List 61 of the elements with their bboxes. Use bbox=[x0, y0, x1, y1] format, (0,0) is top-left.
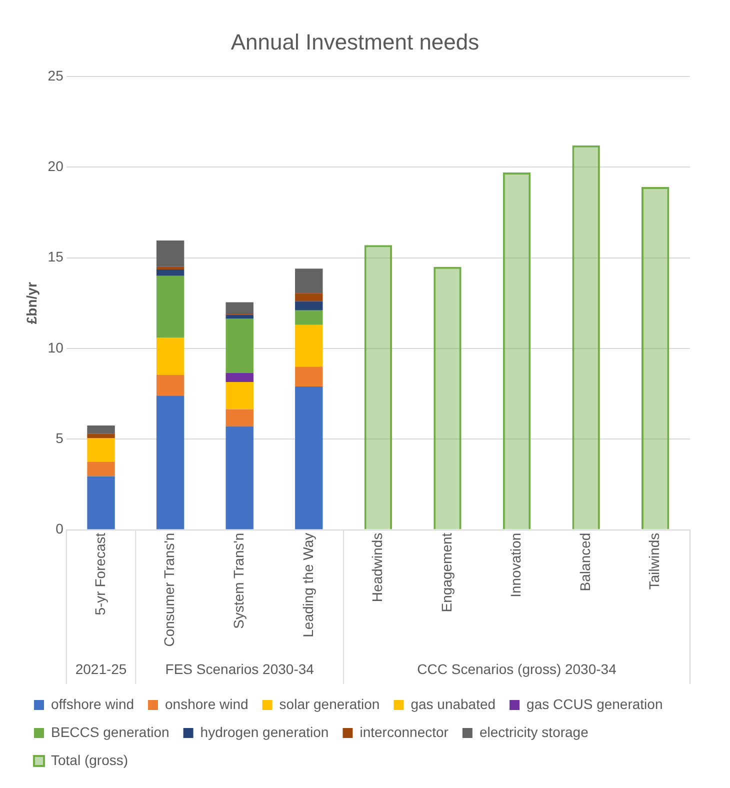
chart-title: Annual Investment needs bbox=[230, 29, 480, 54]
legend-label: electricity storage bbox=[479, 724, 589, 740]
bar bbox=[156, 338, 184, 375]
bar bbox=[226, 409, 254, 426]
text: FES Scenarios 2030-34 bbox=[165, 660, 314, 677]
x-tick-label: Engagement bbox=[438, 532, 454, 612]
x-tick-label: Innovation bbox=[508, 532, 524, 598]
bar bbox=[156, 374, 184, 396]
bar bbox=[434, 266, 462, 530]
bar bbox=[295, 293, 323, 302]
bar bbox=[226, 382, 254, 410]
bar bbox=[226, 314, 254, 319]
bar bbox=[226, 426, 254, 530]
bar bbox=[295, 310, 323, 325]
bar bbox=[295, 301, 323, 310]
bar bbox=[364, 245, 392, 530]
bar bbox=[156, 276, 184, 338]
x-tick-label: 5-yr Forecast bbox=[92, 532, 108, 616]
y-tick-label: 10 bbox=[48, 339, 64, 356]
bar bbox=[502, 172, 531, 530]
bar bbox=[87, 462, 115, 476]
bar bbox=[572, 145, 600, 530]
bar bbox=[226, 302, 254, 314]
legend-label: onshore wind bbox=[165, 696, 248, 712]
y-tick-label: 0 bbox=[56, 520, 64, 537]
y-tick-label: 15 bbox=[48, 248, 64, 265]
legend-label: offshore wind bbox=[51, 696, 134, 712]
y-tick-label: 5 bbox=[56, 430, 64, 446]
bar bbox=[156, 266, 184, 270]
bar bbox=[87, 426, 115, 434]
text: CCC Scenarios (gross) 2030-34 bbox=[417, 660, 617, 677]
x-tick-label: Headwinds bbox=[369, 532, 386, 602]
bar bbox=[295, 386, 323, 530]
bar bbox=[295, 324, 323, 367]
legend-label: interconnector bbox=[360, 724, 449, 740]
y-tick-label: 20 bbox=[48, 158, 64, 174]
bar bbox=[226, 372, 254, 382]
y-axis-title: £bn/yr bbox=[23, 282, 40, 324]
x-tick-label: Consumer Trans'n bbox=[161, 532, 178, 647]
legend-label: gas unabated bbox=[410, 696, 496, 712]
bar bbox=[87, 438, 115, 462]
x-tick-label: Leading the Way bbox=[300, 532, 316, 638]
x-tick-label: Balanced bbox=[576, 532, 593, 592]
bar bbox=[156, 396, 184, 530]
legend-label: gas CCUS generation bbox=[526, 696, 663, 712]
x-tick-label: System Trans'n bbox=[230, 532, 246, 629]
text: 2021-25 bbox=[75, 660, 127, 677]
legend-label: solar generation bbox=[279, 696, 380, 712]
bar bbox=[295, 366, 323, 387]
legend-label: BECCS generation bbox=[51, 724, 170, 740]
bar bbox=[226, 318, 254, 373]
bar bbox=[641, 187, 670, 530]
x-tick-label: Tailwinds bbox=[646, 532, 662, 590]
bar bbox=[87, 434, 115, 438]
bar bbox=[295, 268, 323, 294]
y-tick-label: 25 bbox=[48, 67, 64, 84]
bar bbox=[87, 476, 115, 530]
bar bbox=[156, 270, 184, 276]
bar bbox=[156, 240, 184, 267]
legend-label: Total (gross) bbox=[51, 752, 128, 768]
legend-label: hydrogen generation bbox=[200, 724, 329, 740]
